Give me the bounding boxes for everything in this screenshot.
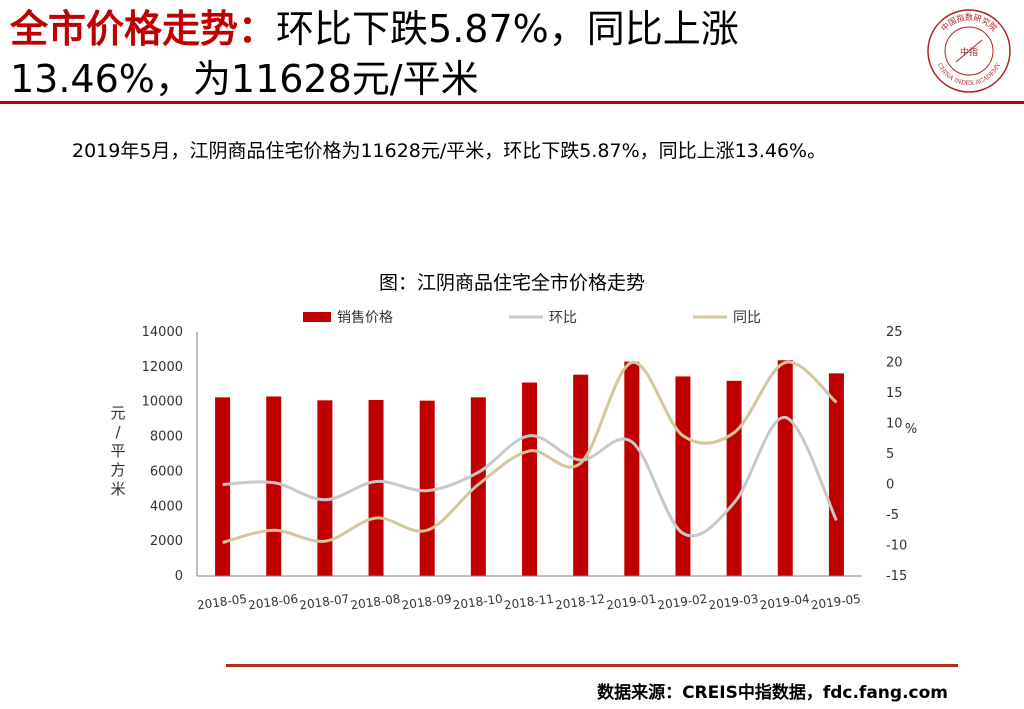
right-tick-label: 20 — [886, 356, 903, 371]
seal-center-text: 中指 — [960, 46, 978, 58]
bar-sales-price — [573, 374, 589, 576]
right-tick-label: 10 — [886, 417, 903, 432]
y-axis-label-char: 米 — [110, 480, 125, 498]
x-tick-label: 2018-06 — [247, 592, 299, 613]
bar-sales-price — [777, 360, 793, 576]
bar-sales-price — [624, 361, 640, 576]
bar-sales-price — [726, 380, 742, 576]
bar-sales-price — [522, 382, 537, 576]
y-axis-label-char: 元 — [110, 404, 125, 422]
left-tick-label: 6000 — [150, 464, 183, 479]
summary-text: 2019年5月，江阴商品住宅价格为11628元/平米，环比下跌5.87%，同比上… — [72, 140, 827, 162]
title-prefix: 全市价格走势： — [10, 7, 277, 51]
right-tick-label: 15 — [886, 386, 903, 401]
left-tick-label: 10000 — [142, 395, 183, 410]
line-yoy-change — [222, 360, 838, 544]
bar-sales-price — [675, 376, 691, 576]
data-source: 数据来源：CREIS中指数据，fdc.fang.com — [597, 683, 948, 703]
title-divider — [0, 101, 1024, 104]
x-tick-label: 2018-09 — [401, 592, 453, 613]
bottom-divider — [226, 664, 958, 667]
right-tick-label: 25 — [886, 325, 903, 340]
bar-sales-price — [470, 397, 486, 576]
seal-logo: 中国指数研究院 CHINA INDEX ACADEMY 中指 — [926, 8, 1012, 94]
right-tick-label: -15 — [886, 569, 907, 584]
left-tick-label: 2000 — [150, 534, 183, 549]
bar-sales-price — [266, 396, 282, 576]
bar-sales-price — [368, 399, 384, 576]
x-tick-label: 2018-07 — [299, 592, 351, 613]
x-tick-label: 2018-05 — [196, 592, 248, 613]
right-tick-label: 0 — [886, 478, 894, 493]
bar-sales-price — [419, 400, 435, 576]
legend-sales-price-label: 销售价格 — [337, 310, 393, 326]
chart-title: 图：江阴商品住宅全市价格走势 — [378, 272, 645, 294]
x-tick-label: 2018-08 — [350, 592, 402, 613]
title-line-2: 13.46%，为11628元/平米 — [10, 57, 479, 101]
x-tick-label: 2018-11 — [503, 592, 555, 613]
left-tick-label: 8000 — [150, 430, 183, 445]
legend-mom-label: 环比 — [549, 310, 577, 326]
left-tick-label: 0 — [175, 569, 183, 584]
bar-sales-price — [828, 373, 844, 576]
x-tick-label: 2018-12 — [554, 592, 606, 613]
y2-axis-label: % — [905, 422, 917, 437]
bar-sales-price — [215, 397, 231, 576]
x-tick-label: 2019-01 — [605, 592, 657, 613]
left-tick-label: 4000 — [150, 499, 183, 514]
left-tick-label: 12000 — [142, 360, 183, 375]
line-mom-change — [222, 415, 838, 538]
legend-sales-price-swatch — [303, 312, 331, 322]
bar-sales-price — [317, 400, 333, 576]
x-tick-label: 2019-04 — [759, 592, 811, 613]
price-trend-chart: 0 2000 4000 6000 8000 10000 12000 14000 -15 -10 -5… — [110, 310, 917, 613]
x-tick-label: 2019-03 — [708, 592, 760, 613]
left-tick-label: 14000 — [142, 325, 183, 340]
right-tick-label: -10 — [886, 539, 907, 554]
page-title: 全市价格走势：环比下跌5.87%，同比上涨 13.46%，为11628元/平米 — [10, 4, 910, 104]
x-tick-label: 2019-05 — [810, 592, 862, 613]
right-tick-label: 5 — [886, 447, 894, 462]
x-tick-label: 2018-10 — [452, 592, 504, 613]
y-axis-label-char: 平 — [110, 442, 125, 460]
legend-yoy-label: 同比 — [733, 310, 761, 326]
y-axis-label-char: 方 — [110, 461, 125, 479]
x-tick-label: 2019-02 — [657, 592, 709, 613]
right-tick-label: -5 — [886, 508, 899, 523]
title-rest: 环比下跌5.87%，同比上涨 — [276, 7, 739, 51]
y-axis-label-char: / — [115, 423, 121, 441]
